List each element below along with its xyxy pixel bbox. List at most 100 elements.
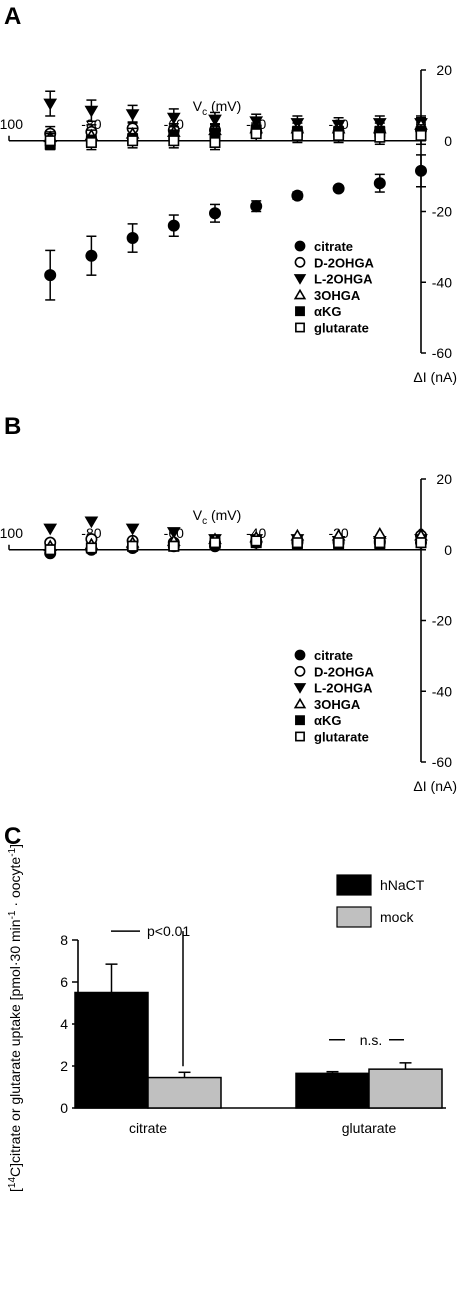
series-αKG	[44, 537, 427, 556]
legend-marker-glutarate	[295, 731, 305, 742]
series-citrate	[44, 536, 427, 560]
bar-mock-citrate	[147, 1076, 222, 1109]
legend-label-mock: mock	[380, 909, 414, 925]
legend-label-L-2OHGA: L-2OHGA	[314, 272, 373, 287]
y-tick-label: 8	[60, 932, 68, 948]
y-tick-label: 0	[444, 542, 452, 558]
legend-marker-L-2OHGA	[293, 683, 307, 694]
data-point-L-2OHGA	[43, 98, 58, 111]
data-point-glutarate	[291, 129, 303, 141]
y-tick-label: 4	[60, 1016, 68, 1032]
legend-swatch-hNaCT	[336, 874, 372, 896]
data-point-L-2OHGA	[84, 516, 99, 529]
series-citrate	[44, 154, 427, 301]
x-tick-label: -80	[81, 116, 101, 132]
series-D-2OHGA	[44, 121, 427, 142]
data-point-citrate	[167, 219, 180, 232]
legend-label-hNaCT: hNaCT	[380, 877, 425, 893]
data-point-L-2OHGA	[43, 523, 58, 536]
data-point-3OHGA	[372, 527, 387, 539]
data-point-glutarate	[374, 537, 386, 549]
bar-mock-glutarate	[368, 1068, 443, 1109]
legend-label-3OHGA: 3OHGA	[314, 697, 361, 712]
data-point-citrate	[414, 164, 427, 177]
data-point-glutarate	[415, 129, 427, 141]
legend-marker-αKG	[295, 306, 305, 317]
y-tick-label: -60	[432, 754, 452, 770]
series-3OHGA	[43, 117, 428, 144]
data-point-glutarate	[250, 535, 262, 547]
data-point-citrate	[373, 177, 386, 190]
data-point-glutarate	[415, 537, 427, 549]
panel-label: A	[4, 3, 21, 30]
significance-label: p<0.01	[147, 923, 190, 939]
y-tick-label: 0	[60, 1100, 68, 1116]
y-tick-label: 6	[60, 974, 68, 990]
legend-marker-citrate	[294, 240, 306, 252]
legend-label-3OHGA: 3OHGA	[314, 288, 361, 303]
y-axis-title: ΔI (nA)	[413, 778, 457, 794]
data-point-glutarate	[333, 129, 345, 141]
data-point-glutarate	[168, 135, 180, 147]
x-tick-label: -100	[0, 116, 23, 132]
legend-label-D-2OHGA: D-2OHGA	[314, 255, 375, 270]
y-axis-title: [14C]citrate or glutarate uptake [pmol·3…	[7, 844, 23, 1192]
series-αKG	[44, 124, 427, 151]
data-point-glutarate	[85, 137, 97, 148]
panel-label: C	[4, 823, 21, 850]
legend-label-citrate: citrate	[314, 239, 353, 254]
data-point-glutarate	[209, 537, 221, 549]
legend-marker-citrate	[294, 649, 306, 661]
legend-marker-D-2OHGA	[294, 665, 306, 677]
data-point-L-2OHGA	[125, 109, 140, 122]
data-point-glutarate	[291, 537, 303, 549]
legend-marker-D-2OHGA	[294, 256, 306, 268]
legend-swatch-mock	[336, 906, 372, 928]
legend-label-glutarate: glutarate	[314, 321, 369, 336]
y-tick-label: 2	[60, 1058, 68, 1074]
legend-marker-3OHGA	[293, 288, 307, 300]
y-tick-label: 0	[444, 133, 452, 149]
data-point-citrate	[126, 232, 139, 245]
series-glutarate	[44, 125, 427, 151]
data-point-citrate	[85, 249, 98, 262]
legend-marker-L-2OHGA	[293, 274, 307, 285]
panel-c: C 0 2 4 6 8 [14C]citrate or glutarate uptake […	[4, 823, 446, 1192]
y-tick-label: -40	[432, 274, 452, 290]
data-point-glutarate	[85, 542, 97, 554]
x-axis-title: Vc (mV)	[193, 98, 242, 118]
series-D-2OHGA	[44, 529, 427, 549]
panel-label: B	[4, 413, 21, 440]
x-tick-label: -100	[0, 525, 23, 541]
series-3OHGA	[43, 527, 428, 552]
legend-label-L-2OHGA: L-2OHGA	[314, 681, 373, 696]
bar-hNaCT-glutarate	[295, 1072, 370, 1109]
data-point-citrate	[209, 207, 222, 220]
legend-label-glutarate: glutarate	[314, 730, 369, 745]
legend-label-αKG: αKG	[314, 713, 342, 728]
panel-b: B-100-80-60-40-200Vc (mV)200-20-40-60ΔI …	[0, 413, 457, 794]
y-tick-label: -20	[432, 613, 452, 629]
y-tick-label: -40	[432, 683, 452, 699]
x-tick-label: citrate	[129, 1120, 167, 1136]
data-point-glutarate	[374, 131, 386, 143]
data-point-glutarate	[44, 135, 56, 147]
data-point-citrate	[332, 182, 345, 195]
y-axis-title: ΔI (nA)	[413, 369, 457, 385]
x-tick-label: glutarate	[342, 1120, 397, 1136]
y-tick-label: -20	[432, 204, 452, 220]
data-point-L-2OHGA	[125, 523, 140, 536]
legend-marker-glutarate	[295, 322, 305, 333]
data-point-glutarate	[209, 137, 221, 148]
data-point-L-2OHGA	[166, 527, 181, 539]
data-point-glutarate	[127, 540, 139, 552]
bar-hNaCT-citrate	[74, 991, 149, 1109]
data-point-glutarate	[127, 135, 139, 147]
data-point-L-2OHGA	[208, 114, 222, 127]
data-point-citrate	[44, 269, 57, 282]
legend-label-citrate: citrate	[314, 648, 353, 663]
data-point-citrate	[250, 200, 263, 213]
x-axis-title: Vc (mV)	[193, 507, 242, 527]
y-tick-label: -60	[432, 345, 452, 361]
